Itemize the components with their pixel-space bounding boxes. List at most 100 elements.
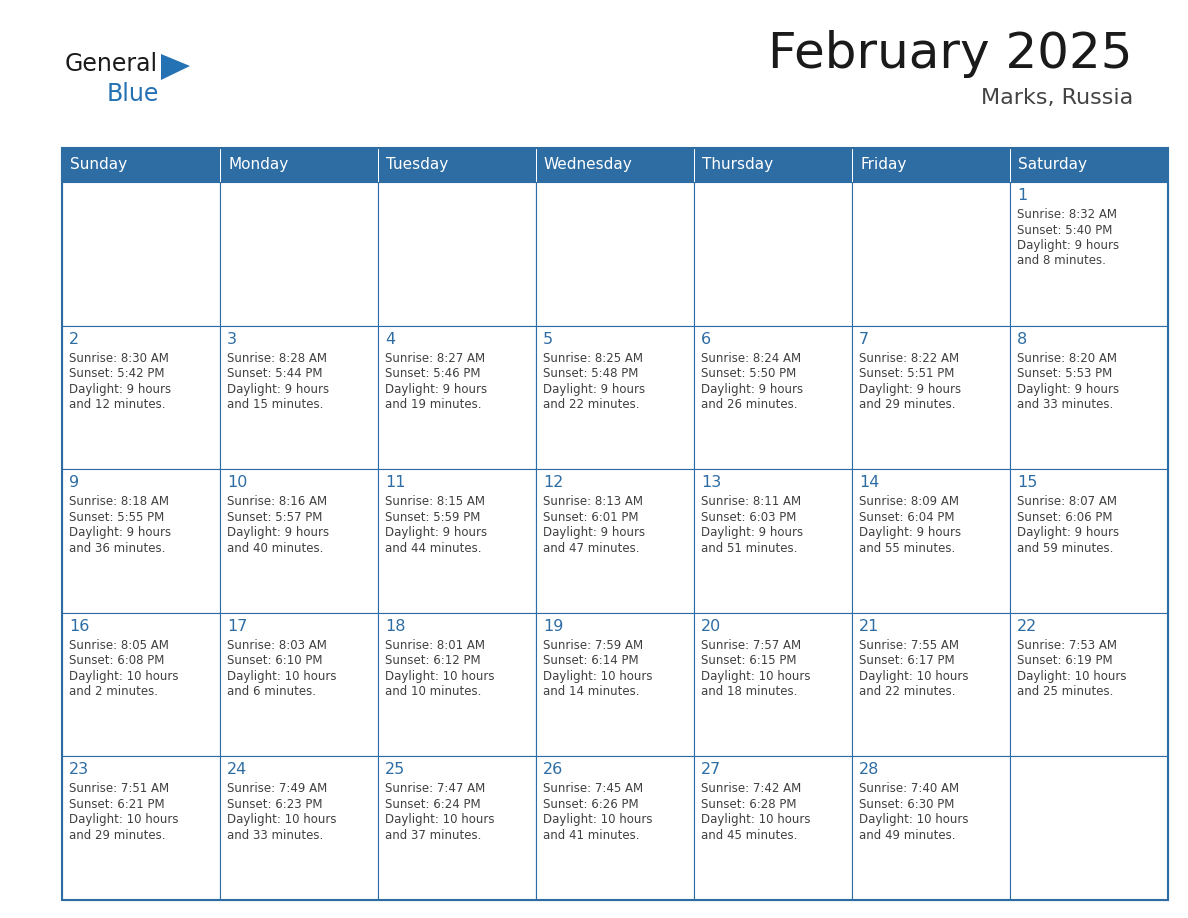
Text: and 10 minutes.: and 10 minutes.: [385, 686, 481, 699]
Text: Sunrise: 8:25 AM: Sunrise: 8:25 AM: [543, 352, 643, 364]
Text: Daylight: 9 hours: Daylight: 9 hours: [385, 526, 487, 539]
Text: Sunset: 6:15 PM: Sunset: 6:15 PM: [701, 655, 796, 667]
Bar: [1010, 182, 1168, 326]
Text: Blue: Blue: [107, 82, 159, 106]
Text: Sunrise: 7:51 AM: Sunrise: 7:51 AM: [69, 782, 169, 795]
Text: Sunset: 6:30 PM: Sunset: 6:30 PM: [859, 798, 954, 811]
Bar: [852, 469, 1010, 613]
Bar: [62, 613, 220, 756]
Bar: [1010, 326, 1168, 469]
Text: and 22 minutes.: and 22 minutes.: [859, 686, 955, 699]
Text: 8: 8: [1017, 331, 1028, 347]
Text: Sunset: 5:50 PM: Sunset: 5:50 PM: [701, 367, 796, 380]
Text: Sunrise: 7:55 AM: Sunrise: 7:55 AM: [859, 639, 959, 652]
Text: 12: 12: [543, 476, 563, 490]
Text: Sunrise: 7:42 AM: Sunrise: 7:42 AM: [701, 782, 801, 795]
Text: Daylight: 10 hours: Daylight: 10 hours: [543, 670, 652, 683]
Text: Daylight: 10 hours: Daylight: 10 hours: [385, 813, 494, 826]
Bar: [220, 148, 378, 182]
Text: Daylight: 9 hours: Daylight: 9 hours: [1017, 526, 1119, 539]
Text: and 29 minutes.: and 29 minutes.: [859, 398, 955, 411]
Text: Sunset: 6:19 PM: Sunset: 6:19 PM: [1017, 655, 1113, 667]
Bar: [220, 182, 378, 326]
Bar: [220, 326, 378, 469]
Text: 6: 6: [701, 331, 712, 347]
Text: Sunset: 5:42 PM: Sunset: 5:42 PM: [69, 367, 164, 380]
Bar: [694, 756, 852, 900]
Text: and 14 minutes.: and 14 minutes.: [543, 686, 639, 699]
Text: Daylight: 10 hours: Daylight: 10 hours: [701, 813, 810, 826]
Text: and 49 minutes.: and 49 minutes.: [859, 829, 955, 842]
Text: Sunrise: 8:24 AM: Sunrise: 8:24 AM: [701, 352, 801, 364]
Text: Sunset: 5:53 PM: Sunset: 5:53 PM: [1017, 367, 1112, 380]
Text: and 41 minutes.: and 41 minutes.: [543, 829, 639, 842]
Text: Sunset: 6:01 PM: Sunset: 6:01 PM: [543, 510, 638, 523]
Text: Sunset: 6:24 PM: Sunset: 6:24 PM: [385, 798, 481, 811]
Text: and 51 minutes.: and 51 minutes.: [701, 542, 797, 554]
Bar: [536, 182, 694, 326]
Text: Sunset: 6:26 PM: Sunset: 6:26 PM: [543, 798, 639, 811]
Text: Sunset: 6:08 PM: Sunset: 6:08 PM: [69, 655, 164, 667]
Text: Sunrise: 7:59 AM: Sunrise: 7:59 AM: [543, 639, 643, 652]
Text: Sunrise: 8:09 AM: Sunrise: 8:09 AM: [859, 495, 959, 509]
Text: 16: 16: [69, 619, 89, 633]
Text: Sunrise: 8:07 AM: Sunrise: 8:07 AM: [1017, 495, 1117, 509]
Text: Daylight: 9 hours: Daylight: 9 hours: [69, 526, 171, 539]
Text: and 15 minutes.: and 15 minutes.: [227, 398, 323, 411]
Text: Daylight: 10 hours: Daylight: 10 hours: [1017, 670, 1126, 683]
Text: Sunrise: 7:53 AM: Sunrise: 7:53 AM: [1017, 639, 1117, 652]
Bar: [1010, 756, 1168, 900]
Text: 23: 23: [69, 763, 89, 778]
Text: Sunset: 6:14 PM: Sunset: 6:14 PM: [543, 655, 639, 667]
Bar: [62, 326, 220, 469]
Bar: [852, 613, 1010, 756]
Text: Sunrise: 8:18 AM: Sunrise: 8:18 AM: [69, 495, 169, 509]
Text: Daylight: 9 hours: Daylight: 9 hours: [385, 383, 487, 396]
Text: 3: 3: [227, 331, 236, 347]
Text: Marks, Russia: Marks, Russia: [981, 88, 1133, 108]
Text: Sunrise: 8:22 AM: Sunrise: 8:22 AM: [859, 352, 959, 364]
Bar: [378, 326, 536, 469]
Text: Sunrise: 8:20 AM: Sunrise: 8:20 AM: [1017, 352, 1117, 364]
Text: Daylight: 9 hours: Daylight: 9 hours: [69, 383, 171, 396]
Text: General: General: [65, 52, 158, 76]
Bar: [62, 756, 220, 900]
Bar: [1010, 613, 1168, 756]
Text: Sunday: Sunday: [70, 158, 127, 173]
Text: Sunset: 5:48 PM: Sunset: 5:48 PM: [543, 367, 638, 380]
Text: Sunrise: 8:27 AM: Sunrise: 8:27 AM: [385, 352, 485, 364]
Text: and 25 minutes.: and 25 minutes.: [1017, 686, 1113, 699]
Text: 15: 15: [1017, 476, 1037, 490]
Text: and 2 minutes.: and 2 minutes.: [69, 686, 158, 699]
Text: Sunrise: 8:32 AM: Sunrise: 8:32 AM: [1017, 208, 1117, 221]
Text: and 26 minutes.: and 26 minutes.: [701, 398, 797, 411]
Text: Sunset: 6:17 PM: Sunset: 6:17 PM: [859, 655, 955, 667]
Text: Sunrise: 8:13 AM: Sunrise: 8:13 AM: [543, 495, 643, 509]
Text: 18: 18: [385, 619, 405, 633]
Text: Sunrise: 7:45 AM: Sunrise: 7:45 AM: [543, 782, 643, 795]
Text: Daylight: 10 hours: Daylight: 10 hours: [227, 813, 336, 826]
Text: Sunrise: 7:40 AM: Sunrise: 7:40 AM: [859, 782, 959, 795]
Text: Sunset: 6:23 PM: Sunset: 6:23 PM: [227, 798, 322, 811]
Bar: [536, 469, 694, 613]
Text: Sunset: 6:28 PM: Sunset: 6:28 PM: [701, 798, 796, 811]
Text: Daylight: 9 hours: Daylight: 9 hours: [701, 383, 803, 396]
Text: 17: 17: [227, 619, 247, 633]
Text: and 45 minutes.: and 45 minutes.: [701, 829, 797, 842]
Bar: [62, 148, 220, 182]
Bar: [1010, 148, 1168, 182]
Bar: [536, 326, 694, 469]
Text: Sunset: 5:40 PM: Sunset: 5:40 PM: [1017, 223, 1112, 237]
Text: and 47 minutes.: and 47 minutes.: [543, 542, 639, 554]
Text: Daylight: 10 hours: Daylight: 10 hours: [227, 670, 336, 683]
Bar: [852, 326, 1010, 469]
Text: Sunset: 6:04 PM: Sunset: 6:04 PM: [859, 510, 954, 523]
Text: Daylight: 9 hours: Daylight: 9 hours: [859, 526, 961, 539]
Text: and 12 minutes.: and 12 minutes.: [69, 398, 165, 411]
Text: 28: 28: [859, 763, 879, 778]
Text: 7: 7: [859, 331, 870, 347]
Text: Daylight: 9 hours: Daylight: 9 hours: [1017, 239, 1119, 252]
Text: 24: 24: [227, 763, 247, 778]
Text: 27: 27: [701, 763, 721, 778]
Text: and 6 minutes.: and 6 minutes.: [227, 686, 316, 699]
